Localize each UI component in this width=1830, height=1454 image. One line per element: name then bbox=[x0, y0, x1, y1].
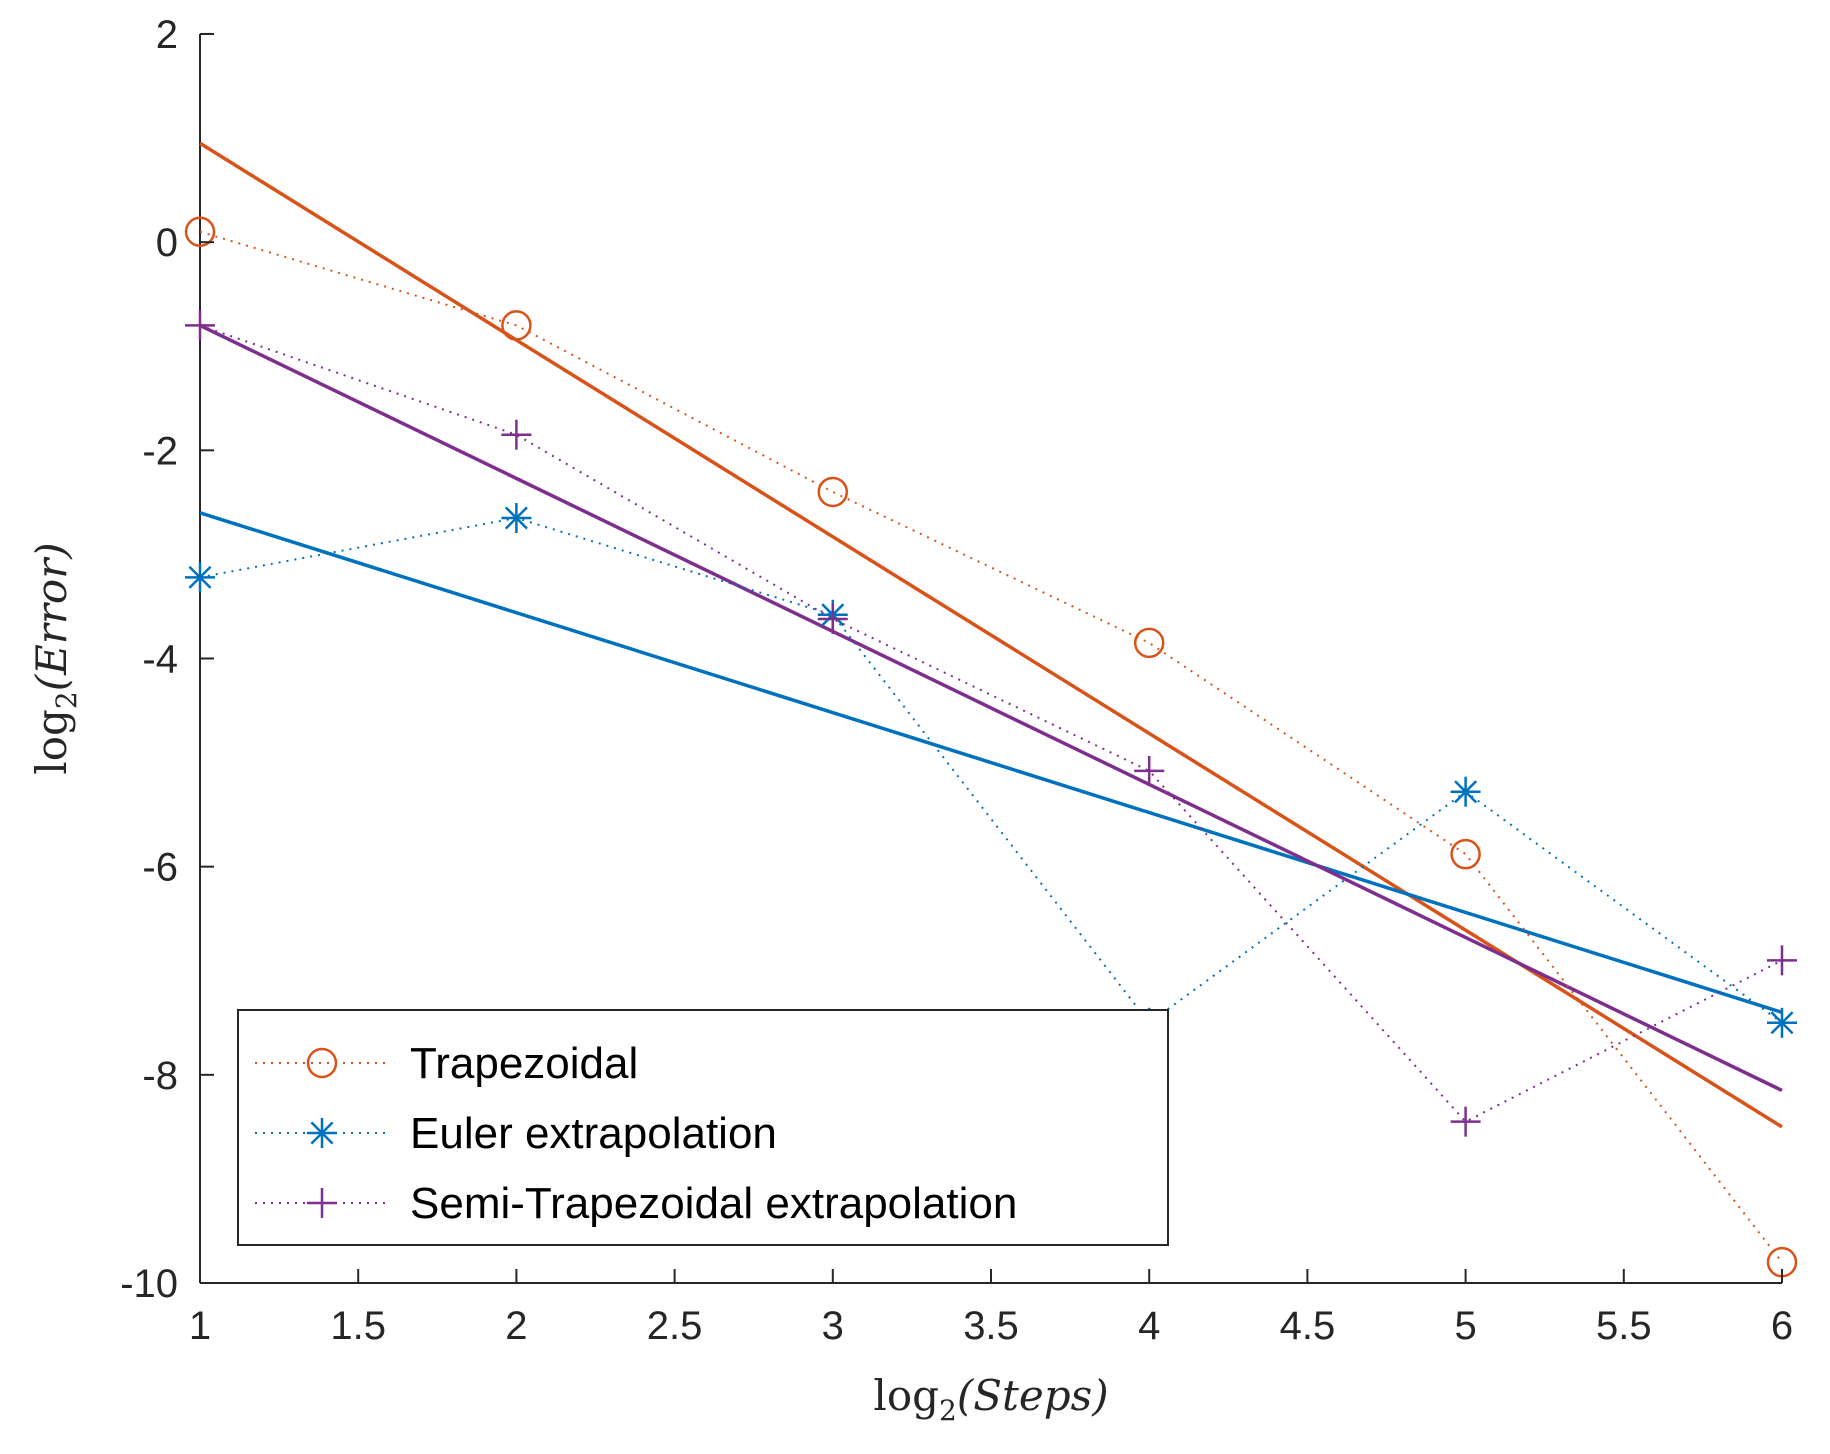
legend: Trapezoidal Euler extrapolation Semi-Tra… bbox=[237, 1009, 1169, 1246]
x-tick-label: 5.5 bbox=[1596, 1304, 1652, 1348]
x-axis-title: log2(Steps) bbox=[873, 1371, 1108, 1427]
x-tick-label: 2.5 bbox=[647, 1304, 703, 1348]
data-point-semi-trapezoidal-extrapolation bbox=[1767, 945, 1797, 976]
x-axis-title-arg: (Steps) bbox=[957, 1371, 1109, 1420]
y-axis-title: log2(Error) bbox=[27, 542, 83, 774]
legend-swatch-marker-euler-extrapolation bbox=[307, 1118, 337, 1148]
y-tick-label: 0 bbox=[156, 221, 178, 265]
y-tick-label: -6 bbox=[142, 846, 178, 890]
y-axis-title-sub: 2 bbox=[50, 691, 83, 709]
y-tick-label: 2 bbox=[156, 13, 178, 57]
data-point-trapezoidal bbox=[184, 216, 216, 248]
fit-line-trapezoidal bbox=[199, 141, 1783, 1129]
x-tick-label: 3 bbox=[822, 1304, 844, 1348]
ticks: 1 1.5 2 2.5 3 3.5 4 4.5 5 5.5 6 -10 -8 -6 -4 -2 0 2 bbox=[120, 13, 1793, 1348]
data-point-trapezoidal bbox=[817, 476, 849, 508]
data-point-semi-trapezoidal-extrapolation bbox=[501, 419, 532, 450]
data-point-trapezoidal bbox=[501, 310, 532, 341]
fit-lines bbox=[199, 141, 1783, 1129]
y-tick-label: -10 bbox=[120, 1262, 178, 1306]
legend-label-euler: Euler extrapolation bbox=[410, 1109, 777, 1158]
series-line-semi-trapezoidal-extrapolation bbox=[199, 324, 1783, 1123]
x-tick-label: 4.5 bbox=[1280, 1304, 1336, 1348]
x-tick-label: 1.5 bbox=[330, 1304, 386, 1348]
data-point-euler-extrapolation bbox=[1767, 1007, 1797, 1038]
data-point-semi-trapezoidal-extrapolation bbox=[1450, 1106, 1481, 1137]
x-tick-label: 3.5 bbox=[963, 1304, 1019, 1348]
data-point-trapezoidal bbox=[1450, 838, 1481, 870]
legend-label-trapezoidal: Trapezoidal bbox=[410, 1039, 638, 1088]
legend-box bbox=[237, 1009, 1169, 1246]
data-point-euler-extrapolation bbox=[185, 562, 215, 593]
fit-line-euler-extrapolation bbox=[199, 511, 1783, 1015]
series-line-euler-extrapolation bbox=[199, 516, 1783, 1025]
y-tick-label: -2 bbox=[142, 429, 178, 473]
data-point-euler-extrapolation bbox=[501, 502, 532, 533]
legend-label-semi-trapezoidal: Semi-Trapezoidal extrapolation bbox=[410, 1179, 1017, 1228]
legend-swatch-marker-semi-trapezoidal-extrapolation bbox=[307, 1188, 337, 1218]
y-axis-title-fn: log bbox=[27, 709, 76, 775]
fit-line-semi-trapezoidal-extrapolation bbox=[199, 323, 1783, 1093]
x-axis-title-fn: log bbox=[873, 1371, 939, 1420]
y-tick-label: -8 bbox=[142, 1054, 178, 1098]
series-line-trapezoidal bbox=[199, 230, 1783, 1263]
data-point-semi-trapezoidal-extrapolation bbox=[817, 603, 848, 634]
x-tick-label: 5 bbox=[1454, 1304, 1476, 1348]
x-axis-title-sub: 2 bbox=[939, 1394, 957, 1427]
y-tick-label: -4 bbox=[142, 638, 178, 682]
legend-entries bbox=[255, 1047, 390, 1218]
x-tick-label: 6 bbox=[1771, 1304, 1793, 1348]
data-point-trapezoidal bbox=[1133, 627, 1165, 659]
x-tick-label: 4 bbox=[1138, 1304, 1160, 1348]
data-point-semi-trapezoidal-extrapolation bbox=[185, 310, 215, 341]
data-point-euler-extrapolation bbox=[1450, 776, 1481, 807]
data-point-semi-trapezoidal-extrapolation bbox=[1134, 755, 1165, 786]
x-tick-label: 2 bbox=[505, 1304, 527, 1348]
legend-swatch-marker-trapezoidal bbox=[306, 1047, 338, 1079]
x-tick-label: 1 bbox=[189, 1304, 211, 1348]
data-lines bbox=[199, 230, 1783, 1263]
y-axis-title-arg: (Error) bbox=[27, 542, 76, 691]
